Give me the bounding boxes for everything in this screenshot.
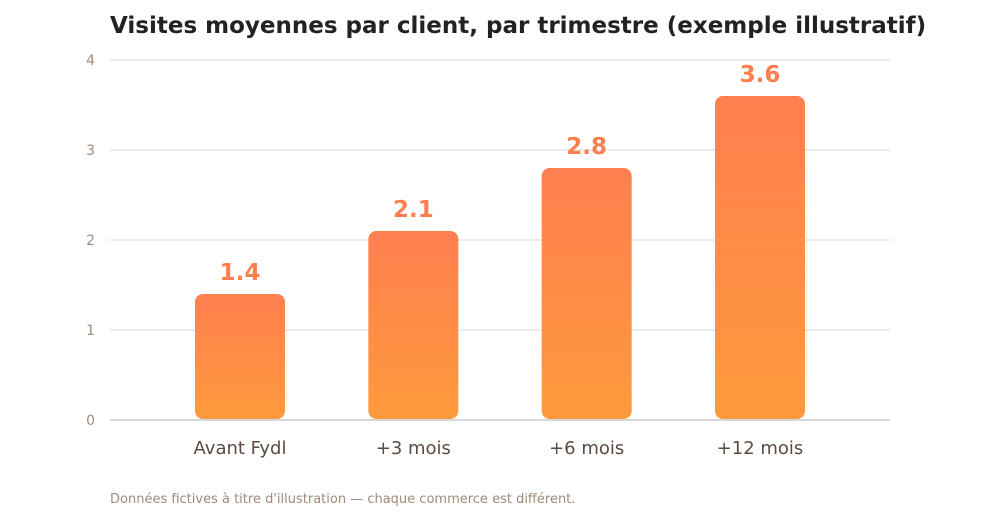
bar-value-label: 2.8 [566, 134, 607, 160]
bar-value-label: 2.1 [393, 197, 434, 223]
y-tick-label: 0 [86, 413, 95, 429]
bars [195, 96, 805, 419]
bar [541, 168, 632, 419]
x-tick-label: +6 mois [549, 438, 624, 459]
x-tick-label: +3 mois [376, 438, 451, 459]
x-tick-label: Avant Fydl [194, 438, 287, 459]
bar [715, 96, 805, 419]
y-tick-label: 4 [86, 53, 95, 69]
value-labels: 1.4 2.1 2.8 3.6 [220, 62, 781, 286]
y-tick-label: 1 [86, 323, 95, 339]
x-tick-label: +12 mois [717, 438, 804, 459]
bar [195, 294, 285, 419]
footnote: Données fictives à titre d'illustration … [110, 492, 576, 507]
y-tick-label: 3 [86, 143, 95, 159]
bar-value-label: 1.4 [220, 260, 261, 286]
y-tick-label: 2 [86, 233, 95, 249]
y-axis-ticks: 0 1 2 3 4 [86, 53, 95, 429]
chart-title: Visites moyennes par client, par trimest… [110, 13, 927, 39]
bar-value-label: 3.6 [740, 62, 781, 88]
bar-chart: 0 1 2 3 4 1.4 2.1 2.8 3.6 Avant Fydl +3 mois +6 m… [86, 53, 890, 459]
bar [368, 231, 459, 419]
x-axis-categories: Avant Fydl +3 mois +6 mois +12 mois [194, 438, 804, 459]
